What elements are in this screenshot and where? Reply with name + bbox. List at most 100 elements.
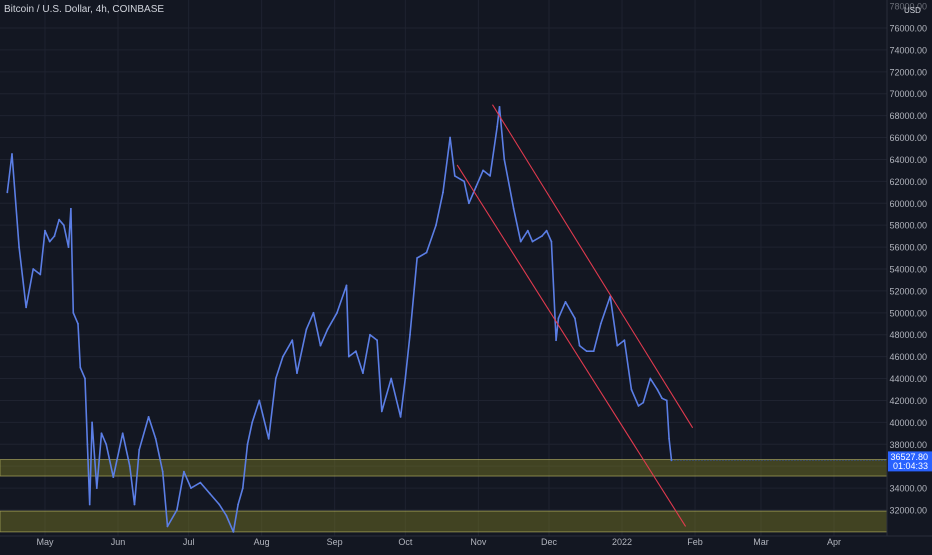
price-point [274, 377, 277, 380]
price-tick-label: 64000.00 [889, 155, 927, 165]
price-tick-label: 58000.00 [889, 221, 927, 231]
price-point [555, 339, 557, 342]
price-point [498, 105, 501, 108]
price-point [88, 503, 91, 506]
price-tick-label: 34000.00 [889, 484, 927, 494]
support-zone [0, 459, 888, 477]
price-point [512, 207, 515, 210]
price-point [390, 377, 393, 380]
price-series [6, 105, 673, 533]
price-point [39, 273, 42, 276]
price-point [503, 158, 506, 161]
price-point [592, 350, 595, 353]
time-tick-label: Nov [470, 537, 487, 547]
price-point [258, 399, 261, 402]
time-tick-label: May [36, 537, 54, 547]
price-point [404, 377, 407, 380]
price-axis[interactable]: 32000.0034000.0036000.0038000.0040000.00… [889, 2, 927, 516]
time-tick-label: Aug [254, 537, 270, 547]
price-point [11, 153, 13, 155]
price-point [154, 437, 157, 440]
price-point [105, 443, 108, 446]
price-tick-label: 62000.00 [889, 177, 927, 187]
price-point [468, 202, 470, 205]
price-point [6, 191, 9, 194]
price-point [463, 180, 466, 183]
price-point [95, 487, 98, 489]
price-point [91, 421, 93, 424]
price-point [208, 492, 211, 495]
price-tick-label: 54000.00 [889, 265, 927, 275]
price-point [623, 339, 626, 342]
price-point [296, 372, 298, 374]
price-tick-label: 38000.00 [889, 440, 927, 450]
price-point [574, 317, 576, 320]
price-point [128, 465, 131, 468]
price-point [69, 207, 72, 210]
price-point [44, 229, 46, 232]
price-point [409, 333, 411, 336]
price-point [121, 432, 124, 435]
price-tick-label: 42000.00 [889, 396, 927, 406]
price-point [496, 125, 499, 128]
price-point [380, 410, 383, 413]
price-point [369, 333, 371, 336]
price-tick-label: 60000.00 [889, 199, 927, 209]
price-point [232, 531, 235, 533]
price-point [449, 136, 451, 139]
price-point [18, 246, 20, 248]
price-point [326, 328, 329, 331]
price-tick-label: 32000.00 [889, 506, 927, 516]
price-point [79, 366, 82, 369]
price-point [578, 344, 581, 347]
price-point [147, 415, 150, 418]
price-point [668, 437, 671, 440]
price-point [246, 443, 249, 446]
channel-line-upper [492, 104, 694, 429]
channel-line-lower [456, 164, 687, 527]
price-point [58, 218, 61, 221]
price-point [475, 185, 477, 188]
price-point [241, 487, 244, 489]
price-tick-label: 76000.00 [889, 24, 927, 34]
price-point [557, 317, 560, 320]
trend-channel [456, 104, 694, 527]
time-axis[interactable]: May Jun Jul Aug Sep Oct Nov Dec 2022 Feb Mar Apr [36, 537, 841, 547]
currency-label: USD [904, 6, 921, 15]
time-tick-label: Oct [398, 537, 413, 547]
price-point [336, 311, 338, 314]
price-point [72, 311, 75, 314]
price-point [564, 300, 567, 303]
price-point [531, 240, 534, 243]
price-point [519, 240, 522, 243]
price-point [649, 377, 652, 380]
price-point [347, 355, 350, 358]
price-point [218, 503, 221, 506]
price-point [642, 401, 645, 404]
price-point [48, 240, 51, 243]
time-tick-label: Jun [111, 537, 126, 547]
chart-title: Bitcoin / U.S. Dollar, 4h, COINBASE [4, 4, 164, 15]
price-point [362, 372, 364, 374]
last-price-label: 36527.80 [890, 452, 928, 462]
price-point [183, 470, 185, 473]
price-tick-label: 78000.00 [889, 2, 927, 12]
price-tick-label: 40000.00 [889, 418, 927, 428]
price-point [86, 443, 89, 446]
price-tick-label: 44000.00 [889, 374, 927, 384]
time-tick-label: Sep [327, 537, 343, 547]
price-point [665, 399, 668, 402]
price-point [616, 344, 619, 347]
price-point [637, 405, 640, 407]
price-point [345, 284, 348, 287]
countdown-label: 01:04:33 [893, 461, 928, 471]
grid-lines [0, 0, 887, 536]
price-point [550, 240, 553, 243]
price-point [67, 246, 70, 248]
price-point [489, 174, 492, 177]
price-point [435, 224, 437, 227]
